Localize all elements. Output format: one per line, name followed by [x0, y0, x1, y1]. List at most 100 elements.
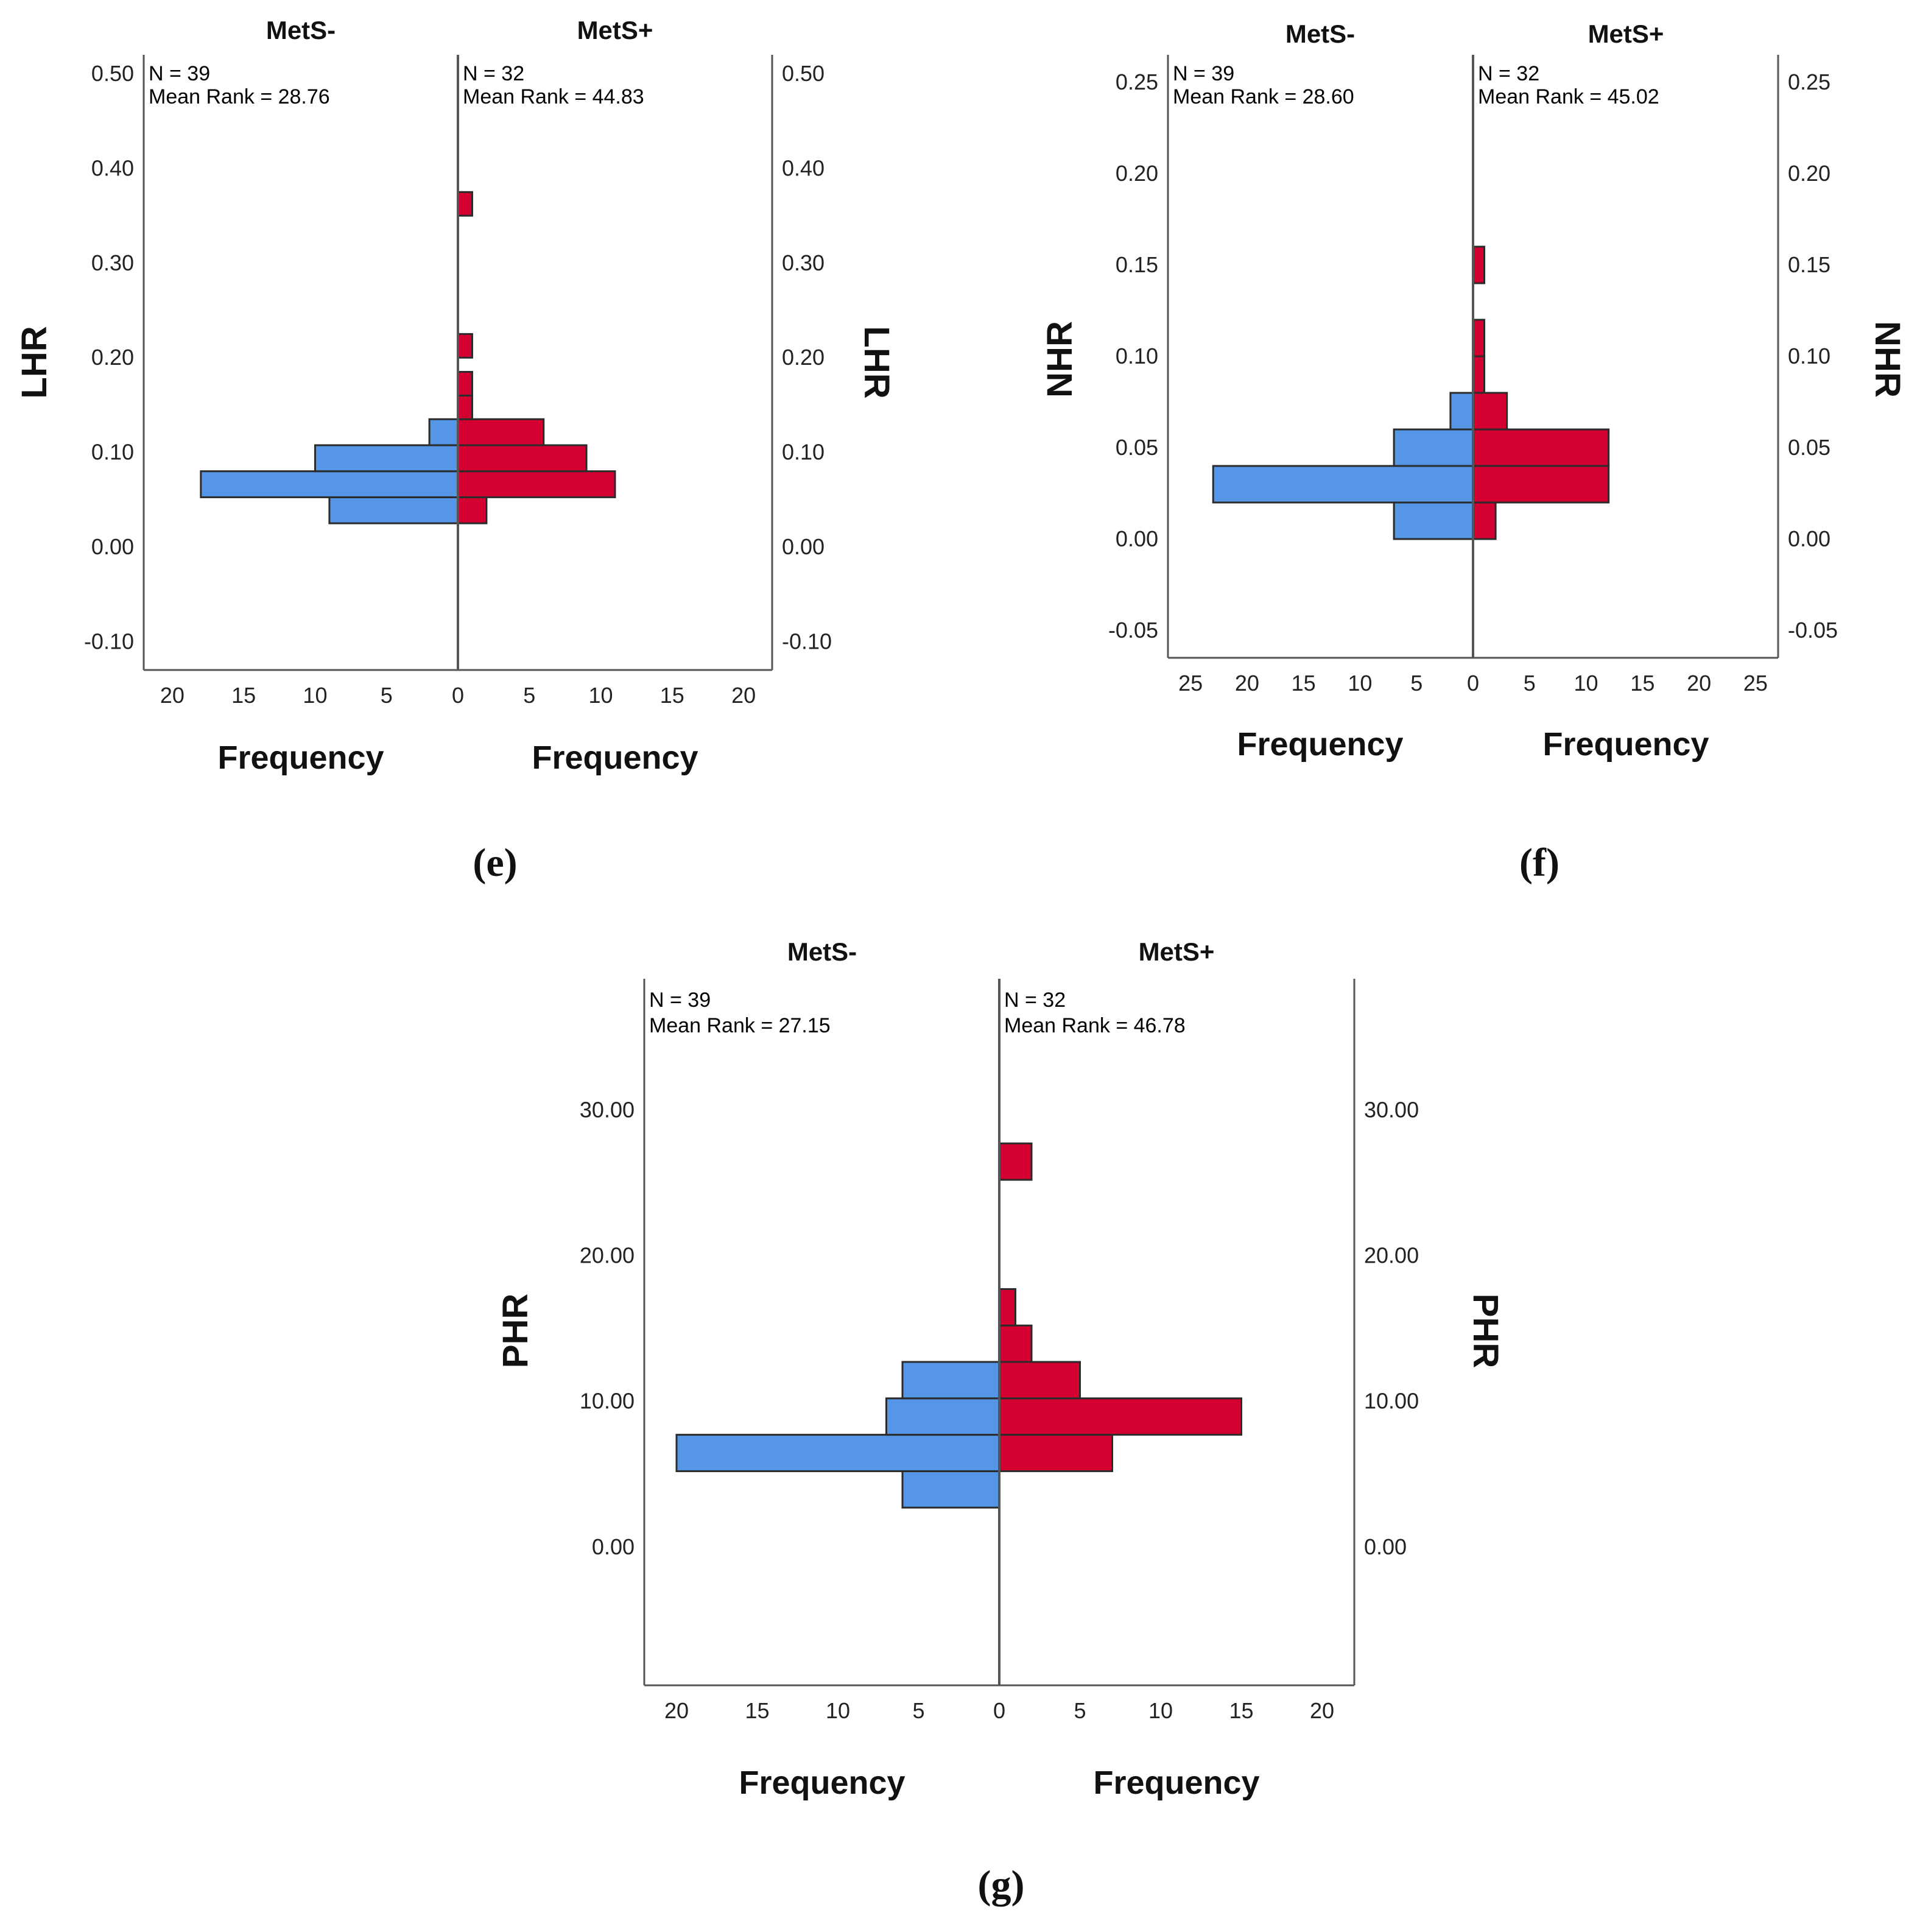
y-tick-label: 0.50 [91, 61, 134, 86]
left-x-axis-title: Frequency [1237, 726, 1403, 763]
x-tick-label: 10 [589, 683, 613, 708]
right-histogram-bar [998, 1434, 1113, 1472]
x-tick-labels: 25 20 15 10 5 0 5 10 15 20 25 [1178, 671, 1768, 696]
right-group-bars [998, 1142, 1242, 1472]
right-x-axis-title: Frequency [1542, 726, 1709, 763]
right-mean-rank-label: Mean Rank = 45.02 [1478, 85, 1659, 108]
right-histogram-bar [457, 418, 545, 446]
left-x-axis-title: Frequency [217, 739, 384, 776]
right-histogram-bar [457, 444, 588, 473]
right-n-label: N = 32 [1004, 989, 1066, 1012]
x-tick-label: 20 [731, 683, 756, 708]
x-tick-label: 20 [664, 1698, 689, 1723]
left-n-label: N = 39 [1173, 62, 1234, 85]
y-tick-label: 0.05 [1788, 435, 1830, 460]
right-histogram-bar [998, 1361, 1081, 1400]
x-tick-label: 0 [452, 683, 464, 708]
y-tick-label: 0.00 [782, 534, 825, 559]
left-n-label: N = 39 [149, 62, 210, 85]
right-histogram-bar [1472, 392, 1508, 431]
right-group-bars [457, 191, 616, 524]
panel-label: (g) [978, 1863, 1025, 1907]
y-tick-labels-right: -0.10 0.00 0.10 0.20 0.30 0.40 0.50 [782, 61, 832, 654]
right-histogram-bar [457, 371, 473, 397]
x-tick-labels: 20 15 10 5 0 5 10 15 20 [160, 683, 756, 708]
plot-area-nhr: -0.05 0.00 0.05 0.10 0.15 0.20 0.25 -0.05 0.00 0… [1108, 19, 1838, 763]
right-n-label: N = 32 [463, 62, 524, 85]
y-tick-label: 10.00 [1364, 1389, 1419, 1414]
y-tick-label: 0.20 [91, 345, 134, 370]
right-x-axis-title: Frequency [532, 739, 698, 776]
right-x-axis-title: Frequency [1093, 1765, 1259, 1801]
left-group-title: MetS- [1285, 19, 1355, 48]
plot-area-lhr: -0.10 0.00 0.10 0.20 0.30 0.40 0.50 -0.10 0.00 0… [84, 16, 832, 776]
panel-label: (f) [1519, 841, 1560, 885]
right-histogram-bar [457, 394, 473, 420]
y-tick-label: 0.20 [1116, 161, 1158, 186]
x-tick-label: 5 [1524, 671, 1536, 696]
right-histogram-bar [1472, 245, 1486, 284]
panel-label: (e) [473, 841, 517, 885]
y-tick-label: -0.10 [84, 629, 134, 654]
x-tick-label: 5 [523, 683, 535, 708]
y-tick-label: 0.40 [782, 155, 825, 180]
right-histogram-bar [998, 1288, 1016, 1327]
y-axis-title-left: NHR [1040, 321, 1080, 398]
y-tick-label: 0.00 [592, 1534, 635, 1559]
y-tick-label: 0.00 [1116, 526, 1158, 551]
x-tick-label: 10 [1148, 1698, 1173, 1723]
left-x-axis-title: Frequency [739, 1765, 905, 1801]
right-histogram-bar [1472, 319, 1486, 358]
right-group-title: MetS+ [1139, 937, 1215, 966]
x-tick-label: 25 [1743, 671, 1768, 696]
y-tick-label: 0.00 [1364, 1534, 1407, 1559]
y-tick-label: 0.30 [91, 250, 134, 275]
left-mean-rank-label: Mean Rank = 28.76 [149, 85, 330, 108]
right-group-bars [1472, 245, 1610, 540]
left-n-label: N = 39 [649, 989, 711, 1012]
x-tick-label: 15 [1229, 1698, 1253, 1723]
y-tick-label: 0.20 [782, 345, 825, 370]
right-histogram-bar [457, 191, 473, 217]
y-tick-label: 0.30 [782, 250, 825, 275]
y-axis-title-right: LHR [857, 326, 896, 398]
right-histogram-bar [1472, 355, 1486, 394]
x-tick-label: 0 [993, 1698, 1005, 1723]
right-histogram-bar [457, 333, 473, 359]
right-histogram-bar [1472, 428, 1610, 467]
x-tick-label: 5 [912, 1698, 924, 1723]
y-tick-label: -0.05 [1108, 618, 1158, 643]
y-tick-label: 0.10 [1788, 344, 1830, 368]
x-tick-label: 20 [1310, 1698, 1334, 1723]
x-tick-label: 10 [1348, 671, 1372, 696]
y-tick-label: 0.25 [1788, 69, 1830, 94]
left-histogram-bar [1393, 501, 1474, 540]
y-tick-label: -0.10 [782, 629, 832, 654]
x-tick-labels: 20 15 10 5 0 5 10 15 20 [664, 1698, 1334, 1723]
y-tick-labels-right: 0.00 10.00 20.00 30.00 [1364, 1097, 1419, 1559]
y-tick-label: -0.05 [1788, 618, 1838, 643]
right-histogram-bar [1472, 501, 1497, 540]
left-histogram-bar [901, 1470, 1000, 1509]
x-tick-label: 5 [1410, 671, 1422, 696]
right-mean-rank-label: Mean Rank = 44.83 [463, 85, 644, 108]
y-tick-labels-left: 0.00 10.00 20.00 30.00 [580, 1097, 635, 1559]
y-tick-label: 0.10 [1116, 344, 1158, 368]
left-histogram-bar [675, 1434, 1000, 1472]
left-histogram-bar [1449, 392, 1474, 431]
panel-e-lhr: -0.10 0.00 0.10 0.20 0.30 0.40 0.50 -0.10 0.00 0… [15, 16, 896, 885]
y-tick-label: 0.50 [782, 61, 825, 86]
x-tick-label: 10 [826, 1698, 850, 1723]
y-tick-label: 30.00 [1364, 1097, 1419, 1122]
y-tick-label: 0.40 [91, 155, 134, 180]
left-group-bars [200, 418, 459, 524]
left-histogram-bar [200, 470, 459, 498]
left-histogram-bar [428, 418, 459, 446]
y-tick-label: 0.00 [1788, 526, 1830, 551]
y-axis-title-right: NHR [1868, 321, 1907, 398]
right-mean-rank-label: Mean Rank = 46.78 [1004, 1014, 1186, 1037]
right-n-label: N = 32 [1478, 62, 1539, 85]
y-tick-label: 0.00 [91, 534, 134, 559]
